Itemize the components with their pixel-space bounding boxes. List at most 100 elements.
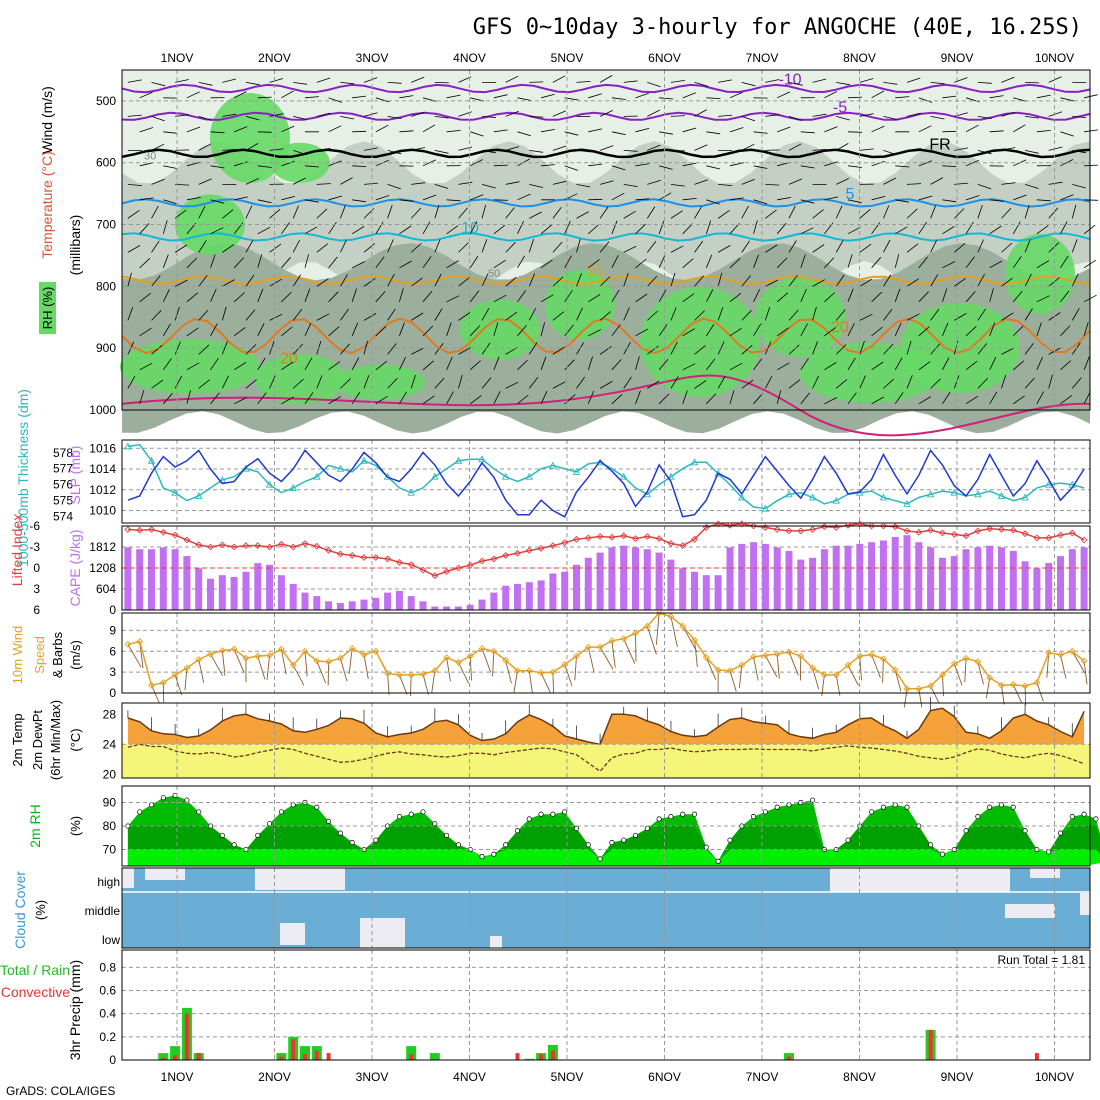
- upper-wind-barb: [293, 81, 308, 85]
- slp-line: [127, 449, 1085, 518]
- upper-wind-barb: [198, 240, 207, 253]
- precip-tick: 0: [109, 1053, 116, 1067]
- isotherm-label: 15: [586, 263, 604, 280]
- upper-wind-barb: [1001, 207, 1012, 219]
- upper-wind-barb: [151, 240, 160, 253]
- upper-wind-barb: [399, 288, 404, 302]
- upper-wind-barb: [706, 358, 716, 371]
- surface-wind-barb: [446, 657, 451, 682]
- upper-wind-barb: [340, 205, 346, 219]
- isotherm-label: 20: [280, 351, 298, 368]
- wind-speed-point: [667, 613, 675, 620]
- cape-bar: [514, 583, 521, 610]
- precip-total-bar: [429, 1053, 440, 1060]
- upper-wind-barb: [245, 239, 254, 253]
- upper-wind-barb: [127, 272, 132, 287]
- rh-point: [538, 811, 544, 817]
- upper-wind-barb: [139, 362, 153, 371]
- upper-wind-barb: [540, 93, 555, 99]
- cape-bar: [667, 559, 675, 610]
- upper-wind-barb: [198, 205, 206, 219]
- upper-wind-barb: [906, 77, 921, 83]
- upper-wind-barb: [635, 258, 647, 269]
- upper-wind-barb: [257, 199, 272, 204]
- lifted-index-point: [809, 526, 817, 533]
- rh-point: [1057, 830, 1064, 836]
- upper-wind-barb: [387, 81, 402, 84]
- upper-wind-barb: [883, 115, 898, 120]
- upper-wind-barb: [469, 221, 478, 235]
- lifted-index-point: [998, 526, 1005, 533]
- upper-wind-barb: [670, 149, 685, 152]
- upper-wind-barb: [481, 273, 489, 287]
- upper-wind-barb: [411, 76, 425, 83]
- rh-point: [196, 809, 202, 815]
- upper-wind-barb: [670, 210, 683, 219]
- upper-wind-barb: [776, 327, 789, 337]
- lifted-index-point: [384, 555, 392, 563]
- lifted-index-point: [561, 539, 569, 547]
- upper-wind-barb: [812, 149, 827, 151]
- rh-point: [928, 842, 934, 848]
- upper-wind-barb: [316, 278, 329, 287]
- upper-wind-barb: [1012, 325, 1024, 337]
- upper-wind-barb: [422, 360, 434, 371]
- upper-wind-barb: [776, 292, 789, 303]
- upper-wind-barb: [210, 323, 218, 337]
- cloud-layer-label: low: [102, 933, 120, 947]
- upper-wind-barb: [646, 206, 656, 219]
- upper-wind-barb: [977, 378, 988, 389]
- upper-wind-barb: [340, 308, 349, 321]
- upper-wind-barb: [611, 394, 623, 405]
- upper-wind-barb: [670, 245, 684, 253]
- upper-wind-barb: [682, 363, 696, 371]
- cape-bar: [549, 573, 557, 610]
- thickness-ylabel: 1000-500mb Thickness (dm): [15, 389, 31, 567]
- surface-wind-barb: [528, 670, 533, 693]
- upper-wind-barb: [328, 291, 339, 303]
- upper-wind-barb: [777, 91, 791, 99]
- upper-wind-barb: [918, 361, 931, 371]
- upper-wind-barb: [635, 390, 641, 404]
- upper-wind-barb: [375, 97, 390, 103]
- rh-contour-label: 50: [488, 268, 500, 280]
- upper-wind-barb: [352, 199, 367, 203]
- surface-wind-barb: [882, 658, 884, 683]
- upper-wind-barb: [635, 356, 640, 370]
- upper-wind-barb: [682, 223, 693, 235]
- upper-wind-barb: [399, 322, 405, 336]
- rh-point: [526, 816, 532, 822]
- lifted-index-point: [136, 526, 144, 534]
- upper-wind-barb: [304, 392, 314, 405]
- lifted-index-point: [1021, 530, 1029, 538]
- upper-wind-barb: [552, 241, 563, 253]
- precip-conv-bar: [279, 1056, 284, 1060]
- upper-wind-barb: [682, 92, 696, 99]
- upper-wind-barb: [446, 94, 461, 99]
- upper-wind-barb: [281, 361, 294, 371]
- upper-wind-barb: [186, 197, 201, 201]
- upper-wind-barb: [989, 130, 1004, 133]
- precip-conv-bar: [928, 1029, 933, 1060]
- surface-wind-barb: [552, 672, 555, 694]
- upper-wind-barb: [918, 195, 933, 201]
- surface-wind-barb: [964, 658, 967, 683]
- rh-tick: 70: [103, 843, 117, 857]
- dewpt-line: [127, 743, 1085, 773]
- upper-wind-barb: [812, 375, 820, 389]
- cloud-clear-patch: [1005, 904, 1055, 918]
- upper-wind-barb: [599, 110, 613, 117]
- wind-speed-point: [998, 681, 1005, 689]
- upper-wind-barb: [363, 375, 370, 389]
- wind-speed-point: [242, 654, 250, 662]
- upper-wind-barb: [221, 375, 229, 389]
- upper-wind-barb: [587, 390, 595, 404]
- upper-wind-barb: [894, 254, 900, 268]
- upper-wind-barb: [363, 340, 368, 355]
- cape-tick: 1208: [89, 561, 116, 575]
- upper-wind-barb: [835, 240, 844, 253]
- upper-wind-barb: [399, 391, 407, 405]
- surface-wind-barb: [398, 674, 408, 695]
- wind-speed-point: [903, 685, 911, 693]
- upper-wind-barb: [363, 147, 378, 151]
